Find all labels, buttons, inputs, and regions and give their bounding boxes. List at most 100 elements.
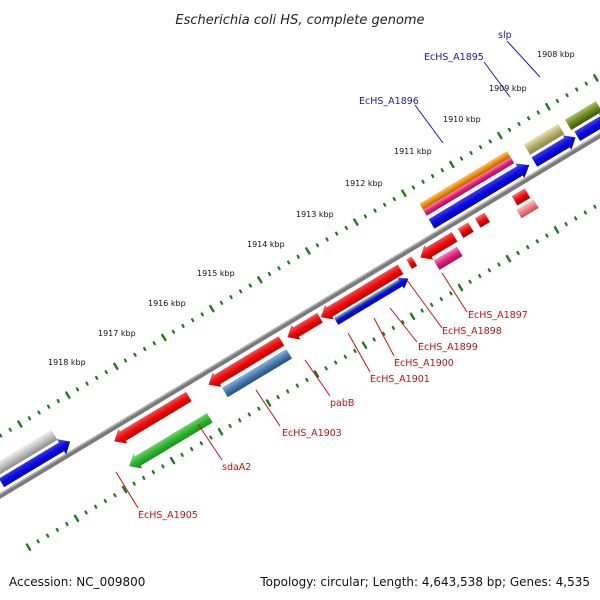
minor-tick xyxy=(420,308,424,313)
rna-feature[interactable] xyxy=(334,279,400,321)
reverse-cds-arrow[interactable] xyxy=(474,212,490,228)
forward-cds-arrow[interactable] xyxy=(333,273,412,327)
reverse-cds-arrow[interactable] xyxy=(416,230,459,265)
major-tick xyxy=(73,514,80,523)
reverse-cds-arrow[interactable] xyxy=(433,246,463,270)
gene-label-echs-a1898[interactable]: EcHS_A1898 xyxy=(442,326,502,337)
minor-tick xyxy=(430,173,435,178)
major-tick xyxy=(209,304,215,313)
reverse-cds-arrow[interactable] xyxy=(283,310,324,344)
gene-label-echs-a1895[interactable]: EcHS_A1895 xyxy=(424,52,484,63)
minor-tick xyxy=(8,427,12,432)
major-tick xyxy=(593,74,599,82)
minor-tick xyxy=(497,262,501,267)
leader-line xyxy=(441,272,468,313)
kbp-label: 1915 kbp xyxy=(197,269,235,278)
major-tick xyxy=(217,427,224,436)
kbp-label: 1908 kbp xyxy=(537,50,575,59)
forward-cds-arrow[interactable] xyxy=(0,434,75,491)
minor-tick xyxy=(248,283,252,288)
minor-tick xyxy=(238,289,243,294)
gene-label-echs-a1905[interactable]: EcHS_A1905 xyxy=(138,510,198,521)
minor-tick xyxy=(103,498,107,504)
minor-tick xyxy=(133,352,137,357)
major-tick xyxy=(409,312,416,321)
kbp-label: 1914 kbp xyxy=(247,240,285,249)
scale-labels: 1908 kbp 1909 kbp 1910 kbp 1911 kbp 1912… xyxy=(48,50,575,367)
minor-tick xyxy=(488,139,492,144)
minor-tick xyxy=(219,300,224,305)
genome-summary-text: Topology: circular; Length: 4,643,538 bp… xyxy=(259,575,590,589)
minor-tick xyxy=(593,204,597,209)
minor-tick xyxy=(123,358,128,363)
minor-tick xyxy=(440,168,444,173)
minor-tick xyxy=(459,156,464,161)
leader-line xyxy=(115,471,139,509)
minor-tick xyxy=(65,522,69,527)
kbp-label: 1909 kbp xyxy=(489,84,527,93)
reverse-cds-arrow[interactable] xyxy=(406,256,418,269)
minor-tick xyxy=(439,297,443,302)
light-red-feature[interactable] xyxy=(516,199,539,219)
gene-label-echs-a1899[interactable]: EcHS_A1899 xyxy=(418,342,478,353)
forward-cds-arrow[interactable] xyxy=(427,158,533,231)
reverse-cds-arrow[interactable] xyxy=(316,262,404,324)
olive-feature[interactable] xyxy=(565,101,600,131)
minor-tick xyxy=(238,418,242,423)
major-tick xyxy=(161,333,167,342)
gene-label-slp[interactable]: slp xyxy=(498,30,512,41)
minor-tick xyxy=(353,348,357,354)
gene-label-echs-a1900[interactable]: EcHS_A1900 xyxy=(394,358,454,369)
reverse-cds-arrow[interactable] xyxy=(511,188,531,206)
minor-tick xyxy=(382,331,386,336)
kbp-label: 1913 kbp xyxy=(296,210,334,219)
gray-feature[interactable] xyxy=(0,429,58,476)
green-feature[interactable] xyxy=(125,411,214,474)
minor-tick xyxy=(401,320,405,325)
forward-cds-arrow[interactable] xyxy=(530,130,580,169)
minor-tick xyxy=(334,360,338,365)
orange-feature[interactable] xyxy=(419,151,511,210)
rna-feature[interactable] xyxy=(222,349,292,398)
outer-gene-labels: slp EcHS_A1895 EcHS_A1896 xyxy=(359,30,541,144)
leader-line xyxy=(347,332,371,373)
minor-tick xyxy=(36,539,40,544)
pink-feature[interactable] xyxy=(423,157,515,216)
reverse-features xyxy=(110,188,539,474)
minor-tick xyxy=(363,214,368,219)
gene-label-echs-a1901[interactable]: EcHS_A1901 xyxy=(370,374,430,385)
gene-label-echs-a1896[interactable]: EcHS_A1896 xyxy=(359,96,419,107)
minor-tick xyxy=(0,433,3,438)
reverse-cds-arrow[interactable] xyxy=(110,389,193,448)
minor-tick xyxy=(104,370,108,375)
reverse-cds-arrow[interactable] xyxy=(204,334,286,392)
minor-tick xyxy=(46,533,50,538)
major-tick xyxy=(305,247,311,255)
minor-tick xyxy=(190,447,194,452)
gene-label-echs-a1897[interactable]: EcHS_A1897 xyxy=(468,310,528,321)
major-tick xyxy=(449,160,455,169)
minor-tick xyxy=(478,273,482,279)
khaki-feature[interactable] xyxy=(523,123,565,155)
major-tick xyxy=(169,456,176,465)
gene-label-sdaa2[interactable]: sdaA2 xyxy=(222,462,251,473)
kbp-label: 1910 kbp xyxy=(443,115,481,124)
minor-tick xyxy=(181,323,185,328)
minor-tick xyxy=(161,464,165,469)
reverse-cds-arrow[interactable] xyxy=(457,222,474,238)
minor-tick xyxy=(421,179,425,184)
minor-tick xyxy=(151,470,155,475)
minor-tick xyxy=(334,231,339,236)
forward-cds-arrow[interactable] xyxy=(573,108,600,143)
minor-tick xyxy=(507,127,512,132)
gene-label-echs-a1903[interactable]: EcHS_A1903 xyxy=(282,428,342,439)
minor-tick xyxy=(516,250,520,255)
leader-line xyxy=(197,423,223,461)
major-tick xyxy=(457,283,464,292)
minor-tick xyxy=(84,510,88,515)
inner-tick-ring xyxy=(25,204,597,551)
gene-label-pabb[interactable]: pabB xyxy=(330,398,354,409)
major-tick xyxy=(313,370,320,378)
minor-tick xyxy=(372,337,376,342)
minor-tick xyxy=(324,366,328,371)
